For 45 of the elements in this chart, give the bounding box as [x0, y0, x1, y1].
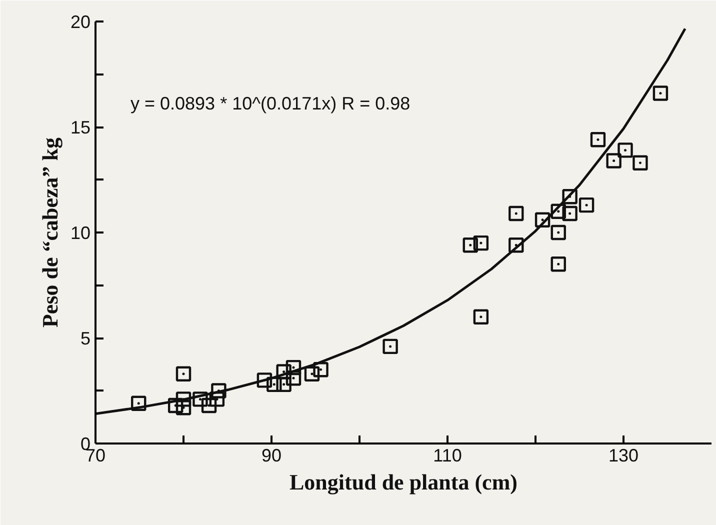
point: [201, 398, 217, 414]
y-tick-label: 15: [70, 118, 91, 138]
point: [590, 132, 606, 148]
point: [534, 212, 550, 228]
point: [606, 153, 622, 168]
y-tick-label: 20: [70, 12, 91, 32]
point: [550, 256, 566, 272]
point: [176, 366, 192, 382]
point: [304, 366, 320, 382]
point: [276, 376, 292, 392]
point: [462, 238, 478, 253]
point: [176, 392, 192, 407]
point: [652, 86, 668, 101]
point: [508, 206, 524, 222]
point: [256, 372, 272, 388]
point: [313, 362, 328, 378]
y-axis-title: Peso de “cabeza” kg: [37, 137, 62, 328]
point: [209, 392, 225, 407]
point: [168, 398, 184, 414]
y-tick-label: 10: [70, 223, 91, 243]
point: [131, 396, 146, 412]
y-tick-label: 5: [80, 328, 91, 348]
point: [473, 309, 489, 324]
point: [562, 189, 578, 204]
point: [632, 155, 648, 170]
point: [286, 360, 302, 376]
annotation: y = 0.0893 * 10^(0.0171x) R = 0.98: [130, 94, 410, 114]
point: [473, 235, 489, 251]
point: [550, 224, 566, 240]
point: [192, 392, 208, 407]
point: [562, 206, 578, 222]
point: [211, 383, 226, 398]
point: [550, 204, 566, 219]
point: [382, 338, 398, 354]
point: [286, 370, 302, 386]
point: [508, 238, 524, 253]
point: [266, 376, 282, 392]
point: [176, 400, 192, 416]
x-tick-label: 130: [608, 446, 639, 466]
x-tick-label: 110: [433, 446, 462, 466]
point: [578, 197, 594, 213]
x-axis-title: Longitud de planta (cm): [290, 470, 518, 494]
line-series: [96, 27, 686, 415]
point: [618, 142, 633, 158]
x-tick-label: 90: [261, 446, 282, 466]
